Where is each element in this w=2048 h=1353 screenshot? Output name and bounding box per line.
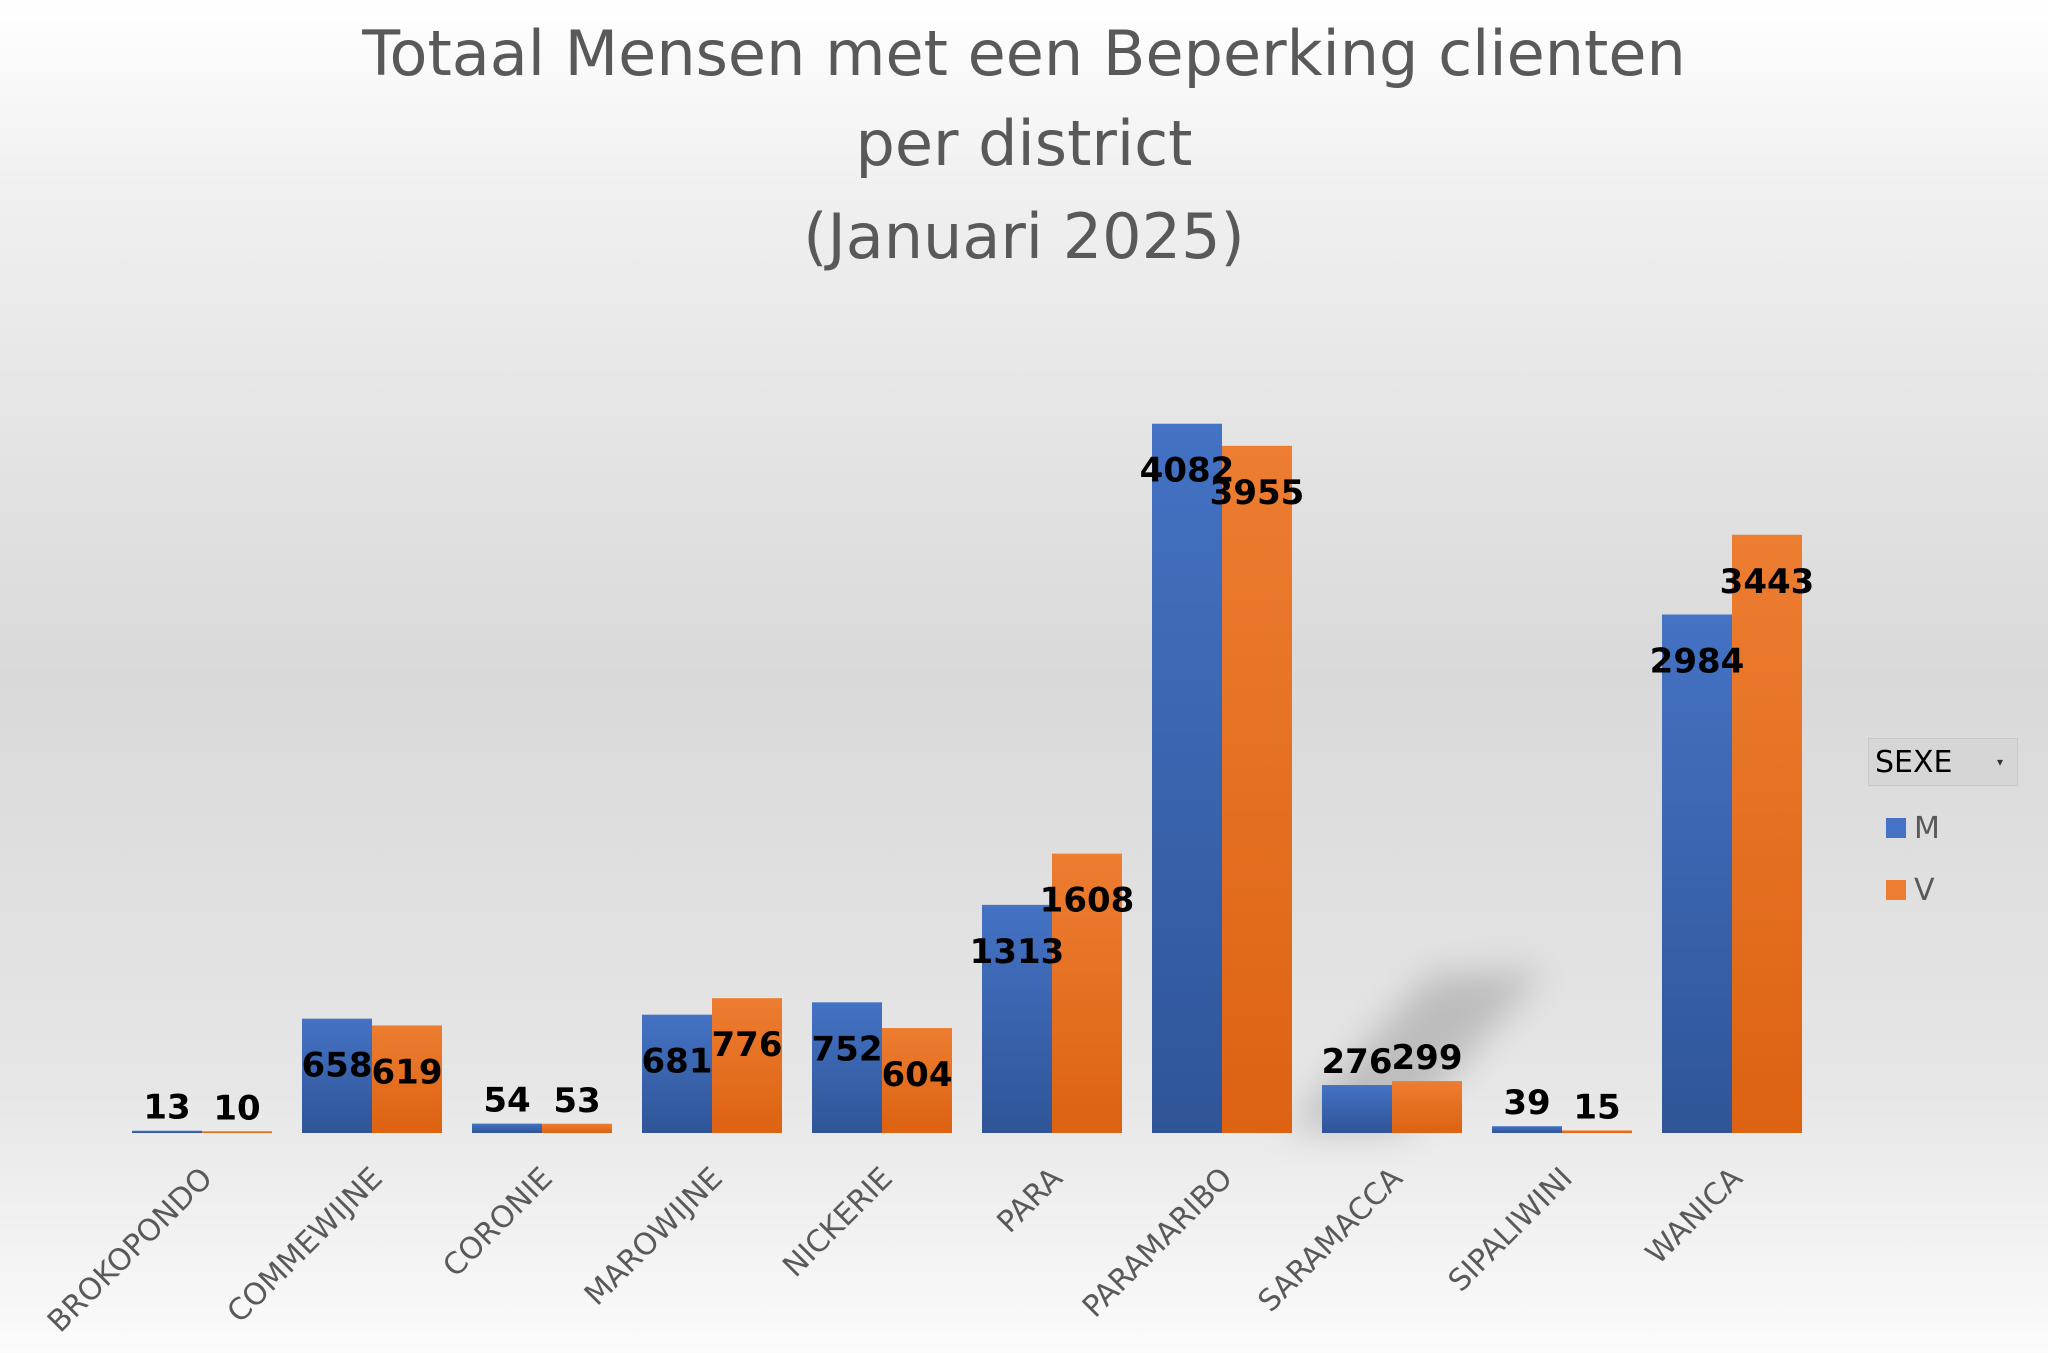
x-tick-label-saramacca: SARAMACCA xyxy=(1252,1161,1410,1319)
x-tick-label-para: PARA xyxy=(991,1161,1070,1240)
chart-title-line-3: (Januari 2025) xyxy=(803,200,1244,273)
legend-swatch-m xyxy=(1886,818,1906,838)
bar-coronie-m xyxy=(472,1123,542,1133)
data-label-nickerie-m: 752 xyxy=(812,1029,883,1069)
data-label-para-m: 1313 xyxy=(970,932,1065,972)
bars-layer xyxy=(132,423,1802,1134)
data-label-wanica-m: 2984 xyxy=(1650,642,1745,682)
bar-coronie-v xyxy=(542,1123,612,1133)
data-label-saramacca-v: 299 xyxy=(1392,1038,1463,1078)
x-tick-label-commewijne: COMMEWIJNE xyxy=(221,1161,390,1330)
x-tick-label-nickerie: NICKERIE xyxy=(776,1161,899,1284)
legend-item-v[interactable]: V xyxy=(1886,870,2018,910)
bar-sipaliwini-m xyxy=(1492,1126,1562,1133)
x-tick-label-sipaliwini: SIPALIWINI xyxy=(1442,1161,1580,1299)
bar-sipaliwini-v xyxy=(1562,1130,1632,1133)
data-label-brokopondo-v: 10 xyxy=(213,1088,260,1128)
data-label-paramaribo-m: 4082 xyxy=(1140,451,1235,491)
bar-marowijne-m xyxy=(642,1014,712,1133)
legend: SEXE ▾ M V xyxy=(1868,738,2018,910)
bar-brokopondo-v xyxy=(202,1131,272,1133)
data-label-nickerie-v: 604 xyxy=(882,1055,953,1095)
legend-item-m[interactable]: M xyxy=(1886,808,2018,848)
chart-title-line-1: Totaal Mensen met een Beperking clienten xyxy=(361,17,1686,90)
x-tick-label-brokopondo: BROKOPONDO xyxy=(41,1161,220,1340)
bar-nickerie-m xyxy=(812,1002,882,1133)
bar-saramacca-m xyxy=(1322,1085,1392,1133)
data-label-sipaliwini-v: 15 xyxy=(1573,1087,1620,1127)
legend-field-button[interactable]: SEXE ▾ xyxy=(1868,738,2018,786)
x-tick-label-wanica: WANICA xyxy=(1639,1161,1750,1272)
x-tick-label-paramaribo: PARAMARIBO xyxy=(1076,1161,1240,1325)
x-tick-label-coronie: CORONIE xyxy=(436,1161,559,1284)
bar-brokopondo-m xyxy=(132,1130,202,1133)
data-label-saramacca-m: 276 xyxy=(1322,1042,1393,1082)
data-label-brokopondo-m: 13 xyxy=(143,1088,190,1128)
x-tick-label-marowijne: MAROWIJNE xyxy=(578,1161,730,1313)
chart-title: Totaal Mensen met een Beperking clienten… xyxy=(361,17,1686,273)
dropdown-arrow-icon: ▾ xyxy=(1996,755,2003,769)
legend-label-v: V xyxy=(1914,872,1935,908)
bar-marowijne-v xyxy=(712,998,782,1133)
data-label-sipaliwini-m: 39 xyxy=(1503,1083,1550,1123)
data-label-marowijne-m: 681 xyxy=(642,1042,713,1082)
bar-commewijne-m xyxy=(302,1018,372,1133)
bar-para-v xyxy=(1052,853,1122,1133)
data-label-coronie-m: 54 xyxy=(483,1081,530,1121)
data-label-coronie-v: 53 xyxy=(553,1081,600,1121)
chart-title-line-2: per district xyxy=(855,107,1192,180)
bar-nickerie-v xyxy=(882,1028,952,1133)
bar-paramaribo-m xyxy=(1152,423,1222,1133)
bar-wanica-v xyxy=(1732,534,1802,1133)
data-label-para-v: 1608 xyxy=(1040,881,1135,921)
bar-paramaribo-v xyxy=(1222,445,1292,1134)
data-label-wanica-v: 3443 xyxy=(1720,562,1815,602)
data-label-commewijne-m: 658 xyxy=(302,1046,373,1086)
legend-field-label: SEXE xyxy=(1875,744,1953,780)
bar-para-m xyxy=(982,904,1052,1133)
x-axis-tick-labels: BROKOPONDO COMMEWIJNE CORONIE MAROWIJNE NICK… xyxy=(41,1161,1750,1340)
legend-swatch-v xyxy=(1886,880,1906,900)
data-label-marowijne-v: 776 xyxy=(712,1025,783,1065)
data-label-paramaribo-v: 3955 xyxy=(1210,473,1305,513)
bar-saramacca-v xyxy=(1392,1081,1462,1133)
bar-commewijne-v xyxy=(372,1025,442,1133)
data-label-commewijne-v: 619 xyxy=(372,1052,443,1092)
legend-label-m: M xyxy=(1914,810,1940,846)
bar-wanica-m xyxy=(1662,614,1732,1133)
